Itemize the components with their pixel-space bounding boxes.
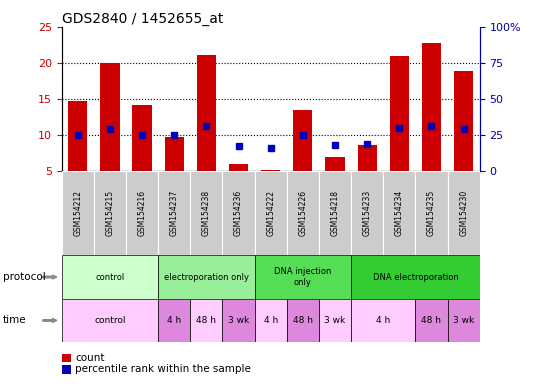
- Bar: [62, 171, 94, 255]
- Text: 48 h: 48 h: [196, 316, 217, 325]
- Bar: [158, 299, 190, 342]
- Bar: [158, 255, 255, 299]
- Bar: [126, 171, 158, 255]
- Bar: [351, 255, 480, 299]
- Bar: [255, 299, 287, 342]
- Text: 48 h: 48 h: [421, 316, 442, 325]
- Text: GSM154226: GSM154226: [299, 190, 307, 236]
- Bar: [351, 299, 415, 342]
- Bar: [222, 299, 255, 342]
- Text: 3 wk: 3 wk: [228, 316, 249, 325]
- Bar: [190, 299, 222, 342]
- Bar: [319, 171, 351, 255]
- Bar: [415, 299, 448, 342]
- Text: control: control: [95, 273, 124, 281]
- Bar: [448, 299, 480, 342]
- Text: DNA electroporation: DNA electroporation: [373, 273, 458, 281]
- Bar: [165, 137, 184, 171]
- Bar: [319, 299, 351, 342]
- Bar: [132, 105, 152, 171]
- Bar: [287, 299, 319, 342]
- Bar: [358, 145, 377, 171]
- Text: GSM154218: GSM154218: [331, 190, 339, 236]
- Text: electroporation only: electroporation only: [164, 273, 249, 281]
- Bar: [255, 171, 287, 255]
- Text: 48 h: 48 h: [293, 316, 313, 325]
- Bar: [448, 171, 480, 255]
- Text: GSM154230: GSM154230: [459, 190, 468, 236]
- Bar: [158, 171, 190, 255]
- Bar: [68, 101, 87, 171]
- Bar: [293, 110, 312, 171]
- Bar: [261, 170, 280, 171]
- Text: control: control: [94, 316, 125, 325]
- Bar: [94, 171, 126, 255]
- Text: 3 wk: 3 wk: [453, 316, 474, 325]
- Bar: [325, 157, 345, 171]
- Text: GSM154233: GSM154233: [363, 190, 371, 236]
- Text: time: time: [3, 315, 26, 326]
- Bar: [351, 171, 383, 255]
- Bar: [454, 71, 473, 171]
- Text: 4 h: 4 h: [376, 316, 390, 325]
- Text: GDS2840 / 1452655_at: GDS2840 / 1452655_at: [62, 12, 223, 26]
- Bar: [422, 43, 441, 171]
- Text: GSM154222: GSM154222: [266, 190, 275, 236]
- Bar: [229, 164, 248, 171]
- Bar: [255, 255, 351, 299]
- Text: count: count: [75, 353, 105, 363]
- Text: 3 wk: 3 wk: [324, 316, 346, 325]
- Text: GSM154237: GSM154237: [170, 190, 178, 236]
- Text: 4 h: 4 h: [264, 316, 278, 325]
- Text: GSM154238: GSM154238: [202, 190, 211, 236]
- Bar: [287, 171, 319, 255]
- Bar: [383, 171, 415, 255]
- Text: GSM154212: GSM154212: [73, 190, 82, 236]
- Text: GSM154216: GSM154216: [138, 190, 146, 236]
- Text: DNA injection
only: DNA injection only: [274, 267, 332, 287]
- Bar: [100, 63, 120, 171]
- Text: GSM154235: GSM154235: [427, 190, 436, 236]
- Text: GSM154234: GSM154234: [395, 190, 404, 236]
- Bar: [62, 299, 158, 342]
- Text: 4 h: 4 h: [167, 316, 181, 325]
- Bar: [190, 171, 222, 255]
- Bar: [62, 255, 158, 299]
- Bar: [390, 56, 409, 171]
- Text: GSM154236: GSM154236: [234, 190, 243, 236]
- Bar: [197, 55, 216, 171]
- Text: percentile rank within the sample: percentile rank within the sample: [75, 364, 251, 374]
- Bar: [415, 171, 448, 255]
- Bar: [222, 171, 255, 255]
- Text: protocol: protocol: [3, 272, 46, 282]
- Text: GSM154215: GSM154215: [106, 190, 114, 236]
